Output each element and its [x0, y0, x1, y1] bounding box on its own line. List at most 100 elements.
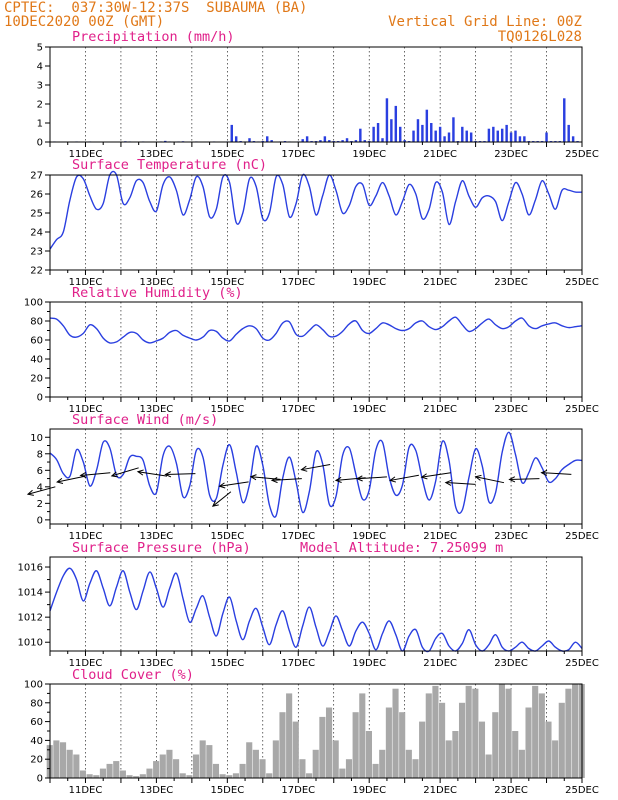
header-line2-right: TQ0126L028	[498, 29, 582, 45]
x-tick-label: 17DEC	[281, 149, 315, 160]
cloud-bar	[572, 684, 579, 778]
x-tick-label: 17DEC	[281, 658, 315, 669]
y-tick-label: 8	[37, 449, 43, 460]
cloud-bar	[299, 759, 306, 778]
x-tick-label: 19DEC	[352, 658, 386, 669]
wind-arrow-shaft	[137, 471, 168, 477]
cloud-bar	[339, 768, 346, 778]
precip-bar	[164, 140, 167, 142]
cloud-bar	[199, 740, 206, 778]
wind-arrow-shaft	[301, 464, 331, 471]
x-tick-label: 11DEC	[69, 785, 103, 796]
precip-bar	[323, 136, 327, 142]
cloud-bar	[565, 688, 572, 778]
x-tick-label: 25DEC	[565, 658, 599, 669]
cloud-bar	[286, 693, 293, 778]
precip-bar	[567, 124, 570, 142]
cloud-bar	[379, 749, 386, 778]
cloud-bar	[319, 716, 326, 778]
x-tick-label: 21DEC	[423, 531, 457, 542]
wind-arrow-head	[218, 482, 226, 489]
y-tick-label: 23	[30, 247, 43, 258]
cloud-bar	[73, 754, 80, 778]
cloud-bar	[246, 742, 253, 778]
wind-arrow	[110, 467, 139, 478]
precip-bar	[505, 124, 508, 142]
y-tick-label: 4	[37, 62, 43, 73]
x-tick-label: 21DEC	[423, 404, 457, 415]
wind-arrow-head	[334, 476, 342, 483]
cloud-bar	[365, 731, 372, 778]
x-tick-label: 13DEC	[140, 785, 174, 796]
cloud-bar	[412, 759, 419, 778]
precip-bar	[496, 130, 499, 142]
cloud-bar	[512, 731, 519, 778]
wind-arrow-shaft	[390, 474, 419, 481]
wind-arrow-shaft	[421, 472, 451, 478]
cloud-bar	[206, 745, 213, 778]
precip-bar	[266, 136, 269, 142]
cloud-bar	[392, 688, 399, 778]
x-tick-label: 23DEC	[494, 277, 528, 288]
x-tick-label: 19DEC	[352, 404, 386, 415]
precip-bar	[443, 136, 446, 142]
cloud-bar	[458, 702, 466, 778]
precip-bar	[230, 124, 233, 142]
precip-bar	[571, 136, 575, 142]
pres-frame	[49, 556, 583, 652]
wind-arrow-shaft	[27, 486, 56, 495]
x-tick-label: 15DEC	[210, 277, 244, 288]
wind-arrow-shaft	[509, 478, 540, 480]
x-tick-label: 25DEC	[565, 277, 599, 288]
cloud-bar	[306, 773, 313, 778]
x-tick-label: 19DEC	[352, 149, 386, 160]
precip-bar	[385, 98, 389, 142]
precip-frame	[49, 46, 583, 143]
y-tick-label: 100	[24, 298, 43, 309]
wind-arrow	[79, 471, 111, 479]
wind-arrow-shaft	[541, 472, 572, 475]
precip-bar	[514, 130, 517, 142]
cloud-bar	[126, 775, 133, 778]
cloud-bar	[465, 685, 472, 778]
precip-bar	[319, 140, 322, 142]
cloud-bar	[312, 749, 319, 778]
cloud-bar	[399, 712, 406, 778]
wind-arrow-head	[300, 465, 308, 472]
precip-bar	[270, 140, 273, 142]
cloud-bar	[445, 740, 452, 778]
cloud-bar	[179, 773, 186, 778]
wind-arrow-head	[164, 471, 172, 478]
cloud-bar	[66, 749, 73, 778]
header-line1-left: CPTEC: 037:30W-12:37S SUBAUMA (BA)	[4, 0, 307, 16]
cloud-bar	[266, 773, 273, 778]
wind-series-line	[49, 431, 583, 518]
wind-arrow	[218, 481, 249, 489]
y-tick-label: 80	[30, 317, 43, 328]
y-tick-label: 10	[30, 433, 43, 444]
y-tick-label: 24	[30, 228, 43, 239]
cloud-bar	[139, 774, 146, 778]
wind-arrow	[164, 471, 196, 478]
cloud-bar	[86, 774, 93, 778]
precip-bar	[372, 126, 375, 142]
wind-arrow-head	[355, 475, 363, 482]
cloud-bar	[372, 763, 379, 778]
precip-bar	[359, 128, 362, 142]
wind-arrow	[444, 479, 476, 486]
x-tick-label: 23DEC	[494, 785, 528, 796]
x-tick-label: 13DEC	[140, 149, 174, 160]
wind-arrow-head	[420, 473, 428, 480]
cloud-bar	[552, 740, 559, 778]
x-tick-label: 15DEC	[210, 149, 244, 160]
cloud-bar	[226, 775, 233, 778]
x-tick-label: 23DEC	[494, 404, 528, 415]
cloud-bar	[113, 761, 120, 778]
x-tick-label: 11DEC	[69, 404, 103, 415]
cloud-cover-panel: Cloud Cover (%) 0 20 40 60 80 100 11DEC 13DEC 15…	[24, 667, 599, 796]
cloud-bar	[146, 768, 153, 778]
precip-bar	[523, 136, 526, 142]
precip-bar	[461, 126, 464, 142]
pres-series-line	[49, 567, 583, 653]
